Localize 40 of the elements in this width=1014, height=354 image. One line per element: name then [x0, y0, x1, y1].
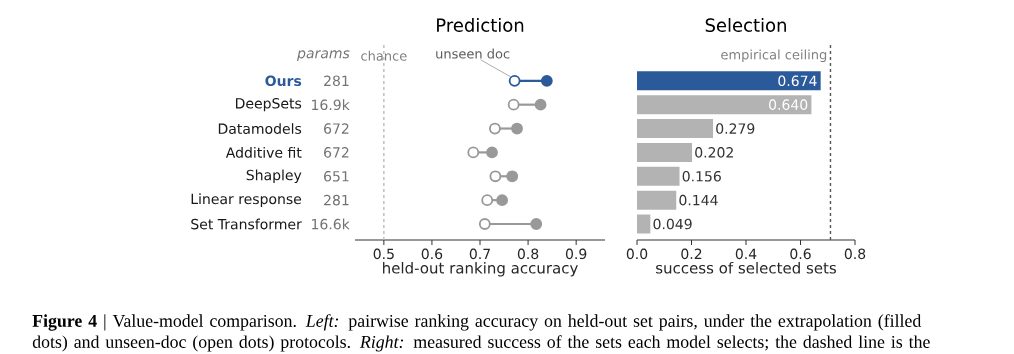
text: 672 [324, 123, 349, 134]
text: 651 [324, 170, 349, 182]
x-tick-label: 0.0 [626, 248, 648, 260]
text: 16.6k [312, 218, 350, 230]
y-tick-label: DeepSets [236, 98, 302, 112]
x-tick-label: 0.8 [517, 248, 539, 260]
x-tick-label: 0.8 [844, 248, 866, 260]
ref-line-label: chance [361, 50, 407, 61]
y-tick-label: Additive fit [225, 146, 302, 158]
y-tick-label: Ours [265, 75, 302, 87]
y-tick-label: Set Transformer [191, 218, 302, 230]
x-axis-title: success of selected sets [656, 262, 836, 274]
data-label: 0.202 [695, 147, 733, 158]
annotation: unseen doc [436, 48, 510, 59]
chart-title: Selection [705, 18, 786, 32]
ref-line-label: empirical ceiling [721, 49, 827, 63]
x-tick-label: 0.7 [469, 248, 490, 260]
y-tick-label: Datamodels [218, 123, 302, 134]
data-label: 0.144 [679, 194, 718, 206]
y-tick-label: Shapley [246, 169, 302, 184]
text: params [297, 50, 350, 62]
x-axis-title: held-out ranking accuracy [383, 262, 578, 277]
chart-title: Prediction [437, 18, 524, 32]
text: 16.9k [312, 99, 350, 111]
x-tick-label: 0.9 [565, 248, 587, 260]
text: 281 [324, 75, 349, 87]
data-label: 0.640 [769, 99, 808, 110]
data-label: 0.279 [716, 123, 755, 134]
x-tick-label: 0.4 [735, 248, 757, 260]
x-tick-label: 0.6 [421, 248, 443, 260]
x-tick-label: 0.5 [373, 248, 394, 260]
text: 281 [324, 194, 349, 206]
text: Figure 4 | Value-model comparison. Left: pairwise ranking accuracy on held-out set pairs, under the extrapolation (filled dots) and unseen-doc (open dots) protocols. Right: measured success of the sets each model selects; the dashed line is the [32, 314, 930, 352]
y-tick-label: Linear response [191, 193, 302, 207]
text: 672 [324, 147, 349, 158]
x-tick-label: 0.6 [790, 248, 811, 260]
x-tick-label: 0.2 [681, 248, 702, 260]
data-label: 0.049 [653, 218, 692, 230]
data-label: 0.156 [682, 170, 721, 182]
data-label: 0.674 [778, 75, 817, 87]
